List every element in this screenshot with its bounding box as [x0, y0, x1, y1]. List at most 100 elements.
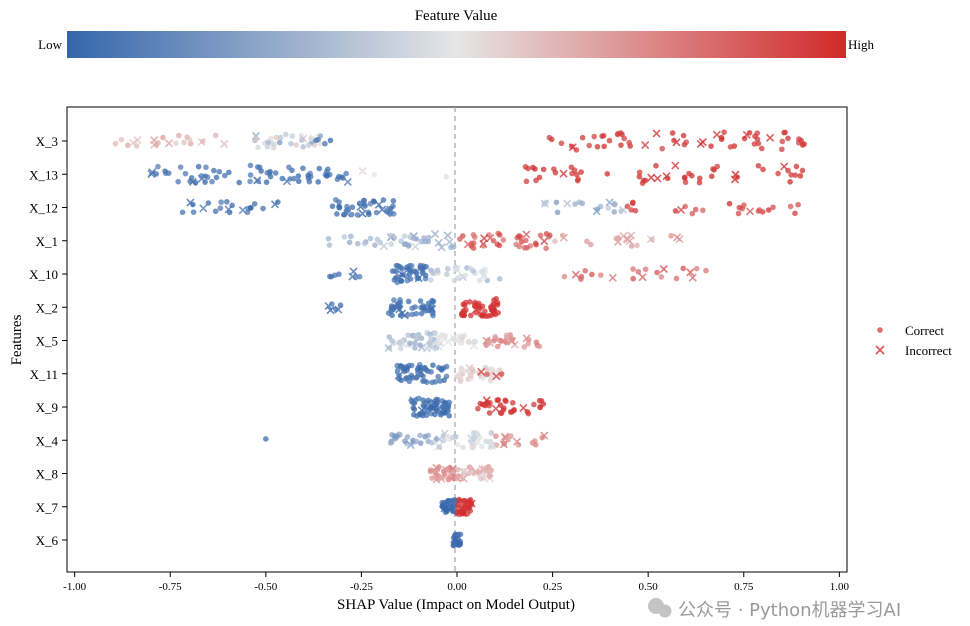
- point-correct: [388, 241, 394, 247]
- point-correct: [584, 238, 590, 245]
- point-correct: [293, 142, 300, 148]
- point-correct: [696, 175, 703, 182]
- point-correct: [361, 240, 368, 247]
- point-correct: [356, 273, 363, 280]
- point-correct: [605, 205, 612, 211]
- point-correct: [751, 141, 758, 147]
- point-correct: [630, 266, 636, 272]
- point-correct: [547, 232, 553, 238]
- point-correct: [503, 332, 510, 338]
- point-correct: [405, 298, 412, 305]
- point-correct: [417, 432, 423, 439]
- point-correct: [419, 412, 426, 419]
- point-correct: [480, 243, 487, 249]
- point-correct: [322, 140, 328, 147]
- point-incorrect: [199, 204, 208, 213]
- point-correct: [770, 204, 776, 211]
- point-correct: [441, 437, 447, 444]
- point-correct: [315, 136, 321, 143]
- point-incorrect: [343, 177, 352, 186]
- point-correct: [765, 207, 772, 213]
- point-incorrect: [384, 344, 393, 353]
- point-correct: [600, 132, 607, 139]
- point-correct: [458, 376, 464, 383]
- point-correct: [460, 467, 467, 474]
- point-correct: [205, 200, 212, 206]
- point-correct: [410, 235, 417, 242]
- point-incorrect: [677, 205, 686, 215]
- point-correct: [479, 313, 485, 319]
- point-incorrect: [394, 371, 403, 380]
- feature-label-X_8: X_8: [36, 467, 58, 482]
- point-incorrect: [673, 233, 682, 242]
- point-correct: [263, 179, 270, 185]
- point-correct: [486, 410, 493, 416]
- point-incorrect: [688, 273, 697, 282]
- point-correct: [503, 398, 509, 405]
- point-correct: [558, 140, 565, 147]
- point-correct: [636, 169, 643, 176]
- point-correct: [400, 364, 406, 370]
- point-correct: [490, 237, 497, 244]
- point-correct: [672, 208, 679, 214]
- point-correct: [458, 365, 465, 372]
- point-correct: [480, 375, 486, 381]
- point-correct: [155, 140, 161, 146]
- point-incorrect: [480, 234, 489, 243]
- point-correct: [467, 265, 474, 272]
- point-correct: [488, 373, 495, 380]
- feature-label-X_7: X_7: [36, 500, 59, 515]
- point-correct: [334, 211, 340, 217]
- point-correct: [282, 131, 289, 138]
- point-correct: [533, 241, 539, 248]
- point-incorrect: [625, 236, 634, 246]
- point-correct: [536, 343, 543, 350]
- point-correct: [389, 338, 395, 344]
- point-correct: [525, 336, 532, 343]
- point-correct: [630, 275, 636, 282]
- point-correct: [459, 334, 466, 341]
- point-correct: [468, 500, 475, 506]
- point-correct: [340, 211, 347, 218]
- point-correct: [251, 201, 258, 207]
- point-correct: [407, 267, 413, 273]
- point-correct: [401, 241, 408, 248]
- point-correct: [367, 235, 374, 242]
- point-correct: [669, 130, 676, 136]
- x-tick-label: -0.25: [350, 581, 373, 593]
- point-correct: [360, 197, 367, 204]
- feature-row-X_5: [384, 329, 543, 353]
- point-correct: [124, 142, 131, 149]
- point-correct: [192, 179, 199, 186]
- point-incorrect: [326, 306, 335, 315]
- point-correct: [488, 366, 495, 372]
- point-correct: [521, 244, 528, 251]
- point-correct: [299, 137, 305, 143]
- point-correct: [475, 405, 481, 412]
- point-correct: [430, 362, 436, 369]
- point-correct: [525, 410, 532, 417]
- point-correct: [446, 412, 452, 419]
- point-incorrect: [465, 363, 474, 373]
- point-incorrect: [671, 161, 680, 170]
- point-correct: [177, 164, 184, 170]
- point-correct: [572, 201, 578, 207]
- point-correct: [454, 337, 461, 344]
- point-correct: [553, 199, 560, 206]
- point-correct: [425, 234, 432, 241]
- point-correct: [411, 406, 418, 413]
- point-correct: [604, 170, 611, 177]
- feature-label-X_13: X_13: [29, 167, 58, 182]
- point-correct: [443, 173, 449, 180]
- point-correct: [393, 268, 400, 275]
- point-incorrect: [766, 133, 775, 142]
- point-correct: [349, 204, 356, 211]
- point-correct: [779, 138, 786, 145]
- point-correct: [467, 299, 473, 305]
- point-correct: [619, 131, 625, 138]
- point-incorrect: [480, 270, 489, 279]
- point-incorrect: [398, 309, 407, 318]
- point-correct: [153, 171, 160, 177]
- x-tick-label: -1.00: [63, 581, 86, 593]
